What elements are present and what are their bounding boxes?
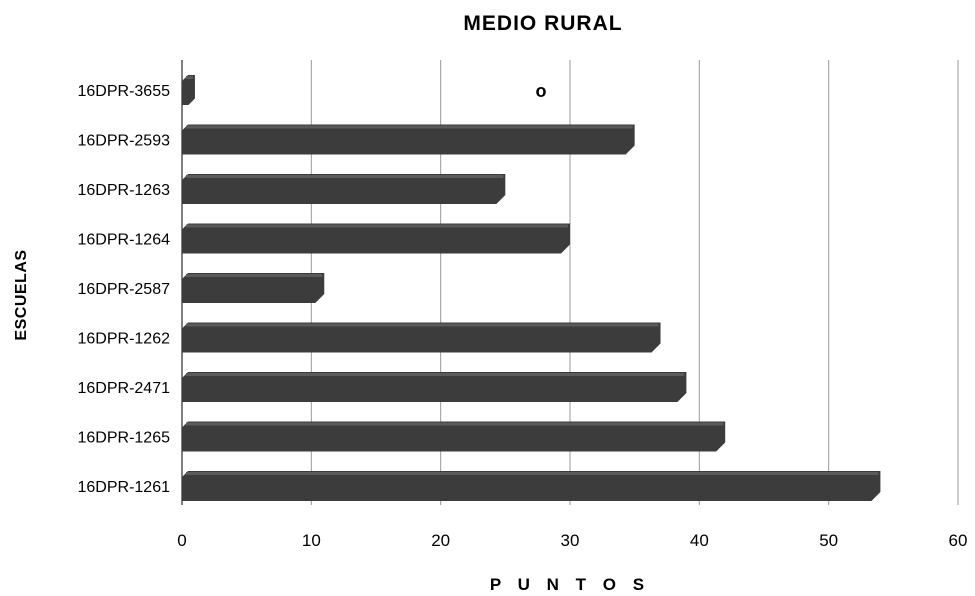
bar-highlight [186,76,193,79]
category-label: 16DPR-1261 [78,479,171,496]
annotation-text: o [536,81,547,101]
bar-highlight [186,175,504,178]
category-label: 16DPR-1263 [78,182,171,199]
bar-highlight [186,224,568,228]
x-tick-label: 60 [949,531,968,550]
bar [182,124,635,155]
chart-title: MEDIO RURAL [463,12,622,35]
x-tick-label: 40 [690,531,709,550]
bars [182,75,881,501]
bar [182,223,570,254]
x-tick-label: 10 [302,531,321,550]
category-label: 16DPR-1265 [78,430,171,447]
x-tick-label: 30 [561,531,580,550]
category-labels: 16DPR-3655 16DPR-2593 16DPR-1263 16DPR-1264… [78,83,171,496]
x-tick-labels: 0 10 20 30 40 50 60 [177,531,967,550]
x-tick-label: 0 [177,531,186,550]
bar [182,174,506,204]
y-axis-label: ESCUELAS [13,249,30,340]
category-label: 16DPR-1264 [78,232,171,249]
category-label: 16DPR-2471 [78,380,171,397]
x-tick-label: 50 [819,531,838,550]
bar-highlight [186,274,323,277]
bar-highlight [186,323,659,327]
bar [182,273,325,303]
category-label: 16DPR-3655 [78,83,171,100]
category-label: 16DPR-1262 [78,331,171,348]
bar [182,322,661,353]
category-label: 16DPR-2593 [78,133,171,150]
bar-highlight [186,422,724,426]
x-tick-label: 20 [431,531,450,550]
bar [182,372,687,402]
bar-highlight [186,472,879,475]
bar [182,471,881,501]
x-axis-label: P U N T O S [490,575,650,594]
bar [182,421,726,452]
bar-highlight [186,125,633,129]
bar [182,75,195,105]
category-label: 16DPR-2587 [78,281,171,298]
bar-highlight [186,373,685,376]
